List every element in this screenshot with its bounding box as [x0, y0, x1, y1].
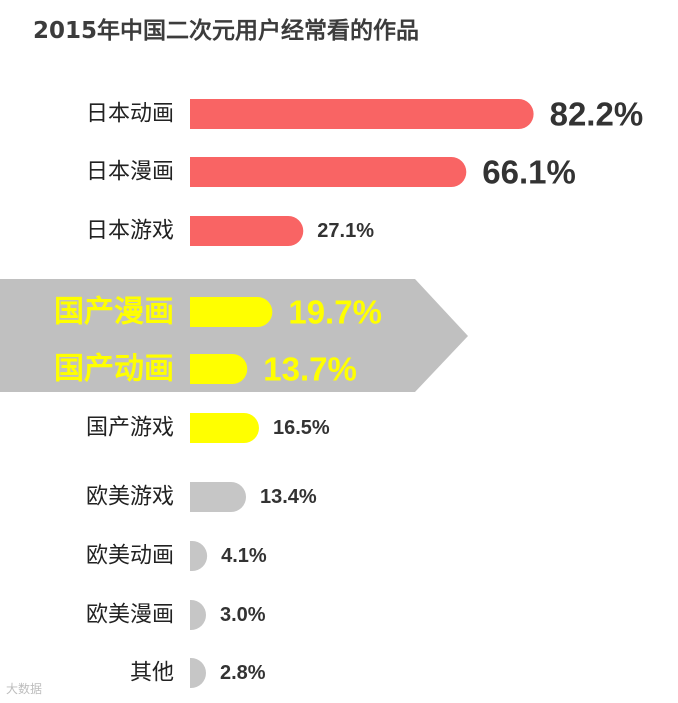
- bar-9: [190, 600, 206, 630]
- category-label-10: 其他: [130, 661, 174, 686]
- category-label-3: 日本游戏: [86, 219, 174, 244]
- bar-5: [190, 354, 248, 384]
- bar-4: [190, 297, 273, 327]
- chart-title: 2015年中国二次元用户经常看的作品: [33, 17, 419, 44]
- bar-group-10: 其他 2.8%: [130, 658, 266, 688]
- category-label-1: 日本动画: [86, 102, 174, 127]
- bar-group-4: 国产漫画 19.7%: [54, 294, 382, 331]
- bar-1: [190, 99, 534, 129]
- highlight-band: [0, 279, 468, 392]
- bar-group-7: 欧美游戏 13.4%: [86, 482, 317, 512]
- value-label-10: 2.8%: [220, 662, 266, 684]
- value-label-7: 13.4%: [260, 486, 317, 508]
- value-label-1: 82.2%: [550, 96, 644, 133]
- category-label-2: 日本漫画: [86, 160, 174, 185]
- bar-6: [190, 413, 259, 443]
- value-label-5: 13.7%: [263, 351, 357, 388]
- bar-group-1: 日本动画 82.2%: [86, 96, 643, 133]
- category-label-4: 国产漫画: [54, 295, 174, 330]
- category-label-6: 国产游戏: [86, 416, 174, 441]
- value-label-3: 27.1%: [317, 220, 374, 242]
- bar-group-6: 国产游戏 16.5%: [86, 413, 330, 443]
- bar-group-3: 日本游戏 27.1%: [86, 216, 374, 246]
- bar-3: [190, 216, 304, 246]
- value-label-4: 19.7%: [288, 294, 382, 331]
- bar-10: [190, 658, 206, 688]
- category-label-9: 欧美漫画: [86, 603, 174, 628]
- bar-group-9: 欧美漫画 3.0%: [86, 600, 266, 630]
- bar-2: [190, 157, 467, 187]
- category-label-7: 欧美游戏: [86, 485, 174, 510]
- bar-8: [190, 541, 208, 571]
- value-label-6: 16.5%: [273, 417, 330, 439]
- bar-group-8: 欧美动画 4.1%: [86, 541, 267, 571]
- value-label-2: 66.1%: [482, 154, 576, 191]
- bar-group-5: 国产动画 13.7%: [54, 351, 357, 388]
- category-label-8: 欧美动画: [86, 544, 174, 569]
- value-label-8: 4.1%: [221, 545, 267, 567]
- value-label-9: 3.0%: [220, 604, 266, 626]
- bar-7: [190, 482, 247, 512]
- bar-group-2: 日本漫画 66.1%: [86, 154, 576, 191]
- watermark-logo: 大数据: [6, 682, 43, 696]
- category-label-5: 国产动画: [54, 352, 174, 387]
